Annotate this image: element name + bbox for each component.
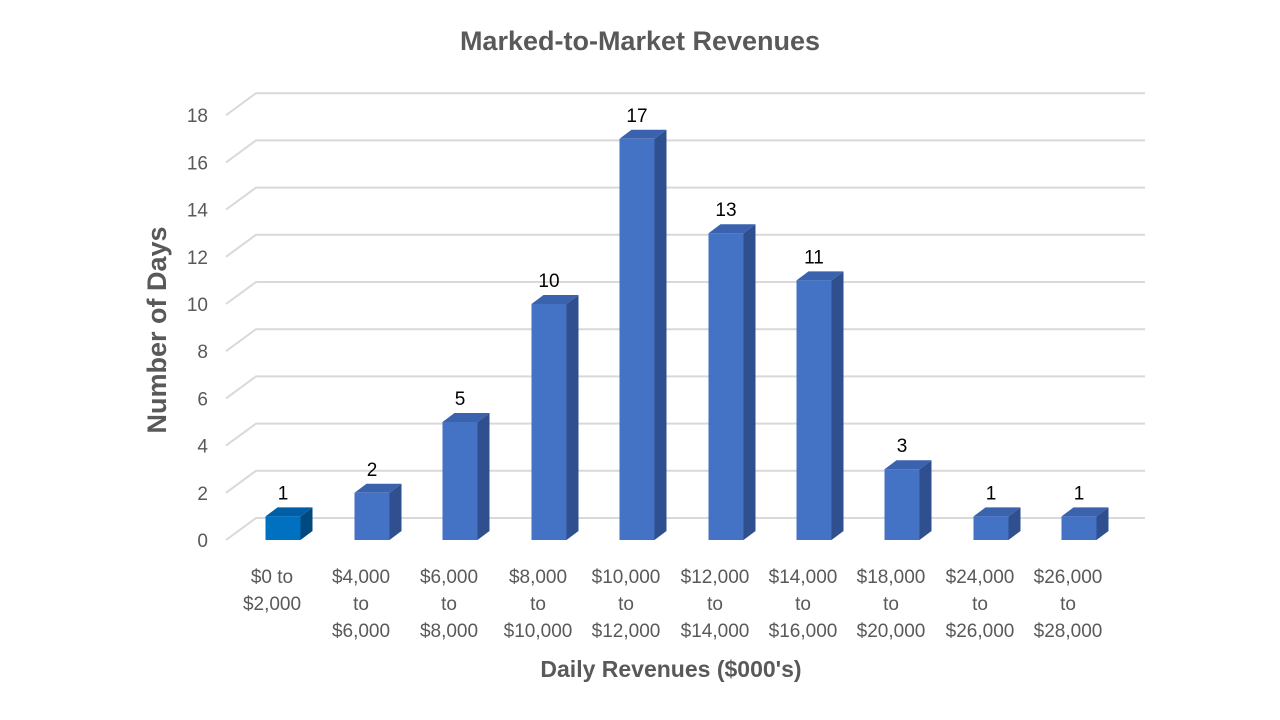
bar: 5 xyxy=(442,389,490,540)
x-category-label: $14,000 xyxy=(769,567,838,588)
y-tick-label: 18 xyxy=(187,106,208,127)
gridline xyxy=(225,186,1145,211)
data-label: 13 xyxy=(715,200,736,221)
x-category-label: $12,000 xyxy=(681,567,750,588)
data-label: 2 xyxy=(367,460,378,481)
x-category-label: $14,000 xyxy=(681,621,750,642)
x-category-label: to xyxy=(795,594,811,615)
bar: 10 xyxy=(531,271,579,540)
y-tick-label: 6 xyxy=(197,389,208,410)
y-tick-label: 0 xyxy=(197,531,208,552)
y-axis-ticks: 0 2 4 6 8 10 12 14 16 18 xyxy=(187,106,209,552)
y-tick-label: 4 xyxy=(197,437,208,458)
bar: 11 xyxy=(796,247,844,540)
x-category-label: $26,000 xyxy=(946,621,1015,642)
x-category-label: to xyxy=(618,594,634,615)
gridline xyxy=(225,92,1145,117)
x-category-label: to xyxy=(1060,594,1076,615)
data-label: 1 xyxy=(278,483,289,504)
data-label: 10 xyxy=(538,271,559,292)
gridline xyxy=(225,517,1145,541)
data-label: 17 xyxy=(626,106,647,127)
y-tick-label: 14 xyxy=(187,201,209,222)
y-tick-label: 12 xyxy=(187,248,208,269)
gridline xyxy=(225,139,1145,164)
x-category-label: $4,000 xyxy=(332,567,390,588)
x-category-label: $28,000 xyxy=(1034,621,1103,642)
x-category-label: $0 to xyxy=(251,567,293,588)
x-category-label: $20,000 xyxy=(857,621,926,642)
data-label: 3 xyxy=(897,436,908,457)
gridline xyxy=(225,281,1145,305)
y-tick-label: 10 xyxy=(187,295,208,316)
bar: 1 xyxy=(1061,483,1109,540)
x-category-label: $8,000 xyxy=(420,621,478,642)
y-tick-label: 8 xyxy=(197,342,208,363)
y-tick-label: 2 xyxy=(197,484,208,505)
bar: 3 xyxy=(884,436,932,540)
bar: 13 xyxy=(708,200,756,540)
bar: 2 xyxy=(354,460,402,540)
x-category-label: to xyxy=(972,594,988,615)
data-label: 1 xyxy=(1074,483,1085,504)
x-category-label: $6,000 xyxy=(332,621,390,642)
bar: 1 xyxy=(973,483,1021,540)
x-category-label: $2,000 xyxy=(243,594,301,615)
x-category-label: to xyxy=(530,594,546,615)
x-category-label: $10,000 xyxy=(592,567,661,588)
x-category-label: $6,000 xyxy=(420,567,478,588)
x-category-label: to xyxy=(441,594,457,615)
data-label: 11 xyxy=(804,247,824,268)
gridline xyxy=(225,375,1145,400)
gridline xyxy=(225,422,1145,447)
data-label: 5 xyxy=(455,389,466,410)
x-axis-title: Daily Revenues ($000's) xyxy=(540,656,801,682)
gridline xyxy=(225,469,1145,494)
x-category-label: $26,000 xyxy=(1034,567,1103,588)
x-category-label: to xyxy=(353,594,369,615)
bar: 1 xyxy=(265,483,313,540)
x-category-label: $16,000 xyxy=(769,621,838,642)
x-axis-categories: $0 to $2,000 $4,000 to $6,000 $6,000 to $8,000 $… xyxy=(243,567,1102,642)
gridline xyxy=(225,233,1145,258)
x-category-label: $10,000 xyxy=(504,621,573,642)
x-category-label: $24,000 xyxy=(946,567,1015,588)
bar: 17 xyxy=(619,106,667,541)
gridline xyxy=(225,328,1145,353)
x-category-label: to xyxy=(883,594,899,615)
data-label: 1 xyxy=(986,483,997,504)
x-category-label: $8,000 xyxy=(509,567,567,588)
chart-title: Marked-to-Market Revenues xyxy=(460,26,820,56)
x-category-label: $18,000 xyxy=(857,567,926,588)
y-tick-label: 16 xyxy=(187,153,208,174)
x-category-label: to xyxy=(707,594,723,615)
x-category-label: $12,000 xyxy=(592,621,661,642)
gridlines xyxy=(225,92,1145,541)
y-axis-title: Number of Days xyxy=(142,226,172,433)
